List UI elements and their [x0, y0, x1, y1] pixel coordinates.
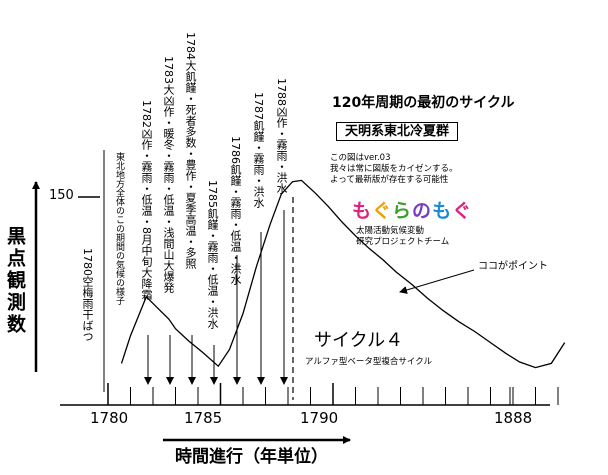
- chart-title: 120年周期の最初のサイクル: [332, 95, 515, 111]
- axes: [32, 181, 559, 444]
- event-1785: 1785飢饉・霧雨・低温・洪水: [206, 180, 219, 329]
- event-1780: 1780空梅雨干ばつ: [81, 248, 94, 342]
- cycle-sublabel: アルファ型ベータ型複合サイクル: [305, 357, 432, 367]
- logo-char-2: ぐ: [372, 200, 393, 222]
- x-tick-label-1888: 1888: [494, 409, 533, 427]
- event-1783: 1783大凶作・暖冬・霧雨・低温・浅間山大爆発: [162, 56, 175, 293]
- note-line-3: よって最新版が存在する可能性: [330, 175, 449, 185]
- series-line: [120, 179, 566, 369]
- logo-char-3: ら: [392, 200, 413, 222]
- logo-char-4: の: [412, 200, 433, 222]
- event-1787: 1787飢饉・霧雨・洪水: [252, 92, 265, 208]
- x-tick-label-1785: 1785: [184, 409, 223, 427]
- logo-char-1: も: [352, 200, 373, 222]
- logo-caption-1: 太陽活動気候変動: [356, 226, 425, 236]
- annotations: [103, 150, 475, 400]
- logo-caption-2: 研究プロジェクトチーム: [356, 237, 450, 247]
- logo: もぐらのもぐ: [352, 202, 472, 221]
- event-tohoku-note: 東北地方全体のこの期間の気候の様子: [114, 152, 124, 305]
- note-line-1: この図はver.03: [330, 153, 391, 163]
- y-axis-title: 黒点観測数: [4, 226, 26, 336]
- logo-char-6: ぐ: [452, 200, 473, 222]
- event-1782: 1782凶作・霧雨・低温・8月中旬大降霜: [140, 100, 153, 300]
- cycle-label: サイクル４: [314, 330, 404, 351]
- event-1786: 1786飢饉・霧雨・低温・洪水: [229, 136, 242, 285]
- event-1788: 1788凶作・霧雨・洪水: [275, 78, 288, 194]
- x-tick-label-1780: 1780: [90, 409, 129, 427]
- point-pointer-arrow: [399, 269, 475, 294]
- x-tick-label-1790: 1790: [300, 409, 339, 427]
- x-axis-title: 時間進行（年単位）: [175, 447, 328, 467]
- y-tick-label-150: 150: [49, 188, 74, 203]
- note-line-2: 我々は常に図版をカイゼンする。: [330, 164, 458, 174]
- logo-char-5: も: [432, 200, 453, 222]
- event-1784: 1784大飢饉・死者多数・豊作・夏季高温・多照: [184, 32, 197, 269]
- series-cycle4-line: [120, 179, 566, 369]
- chart-subtitle-box: 天明系東北冷夏群: [336, 122, 459, 141]
- point-label: ココがポイント: [478, 261, 548, 272]
